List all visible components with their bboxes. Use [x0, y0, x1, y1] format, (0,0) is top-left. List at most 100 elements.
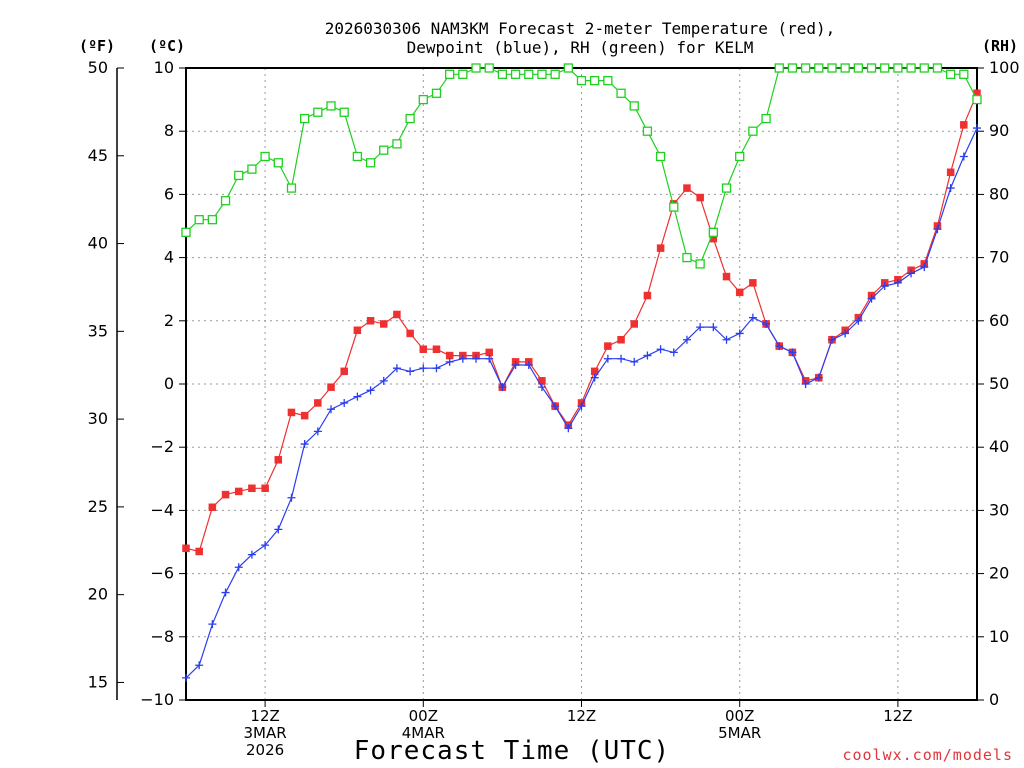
dewpoint-point: [511, 361, 520, 370]
tick-label-time: 12Z: [883, 707, 912, 725]
grid-lines: [186, 68, 977, 700]
2-meter-temperature-point: [248, 484, 256, 493]
dewpoint-point: [801, 380, 810, 388]
dewpoint-point: [722, 335, 731, 344]
rh-point: [576, 75, 587, 86]
rh-point: [326, 101, 336, 111]
dewpoint-point: [300, 440, 309, 449]
2-meter-temperature-point: [432, 345, 441, 353]
tick-label-celsius: 2: [164, 311, 174, 330]
tick-label-celsius: 10: [154, 58, 174, 77]
rh-point: [945, 69, 956, 79]
dewpoint-point: [327, 405, 336, 414]
tick-label-rh: 20: [989, 564, 1009, 583]
celsius-unit-label: (ºC): [149, 37, 185, 55]
rh-point: [524, 69, 534, 79]
dewpoint-point: [274, 525, 283, 534]
2-meter-temperature-point: [261, 484, 269, 493]
rh-point: [827, 63, 837, 73]
dewpoint-point: [880, 282, 889, 291]
tick-label-rh: 60: [989, 311, 1009, 330]
rh-point: [800, 63, 811, 73]
dewpoint-point: [195, 661, 204, 670]
tick-label-celsius: −6: [150, 564, 174, 583]
rh-point: [352, 151, 363, 162]
dewpoint-point: [933, 225, 942, 234]
rh-point: [458, 69, 468, 79]
rh-point: [972, 94, 982, 105]
dewpoint-point: [907, 269, 916, 278]
rh-point: [932, 63, 943, 73]
tick-label-celsius: 8: [164, 121, 174, 140]
rh-point: [497, 69, 508, 79]
dewpoint-point: [247, 550, 256, 559]
dewpoint-point: [946, 184, 955, 193]
dewpoint-point: [498, 383, 507, 392]
axes: −10 −8 −6 −4 −2 0 2 4 6 8 10 15 20 25 30 35 40 45 50 0 10 20 3…: [88, 58, 1020, 759]
tick-label-rh: 0: [989, 690, 999, 709]
rh-point: [510, 69, 521, 79]
2-meter-temperature-point: [380, 320, 388, 328]
2-meter-temperature-point: [327, 383, 335, 391]
rh-point: [629, 101, 639, 111]
rh-point: [590, 75, 600, 86]
dewpoint-point: [485, 354, 494, 363]
rh-point: [234, 170, 244, 181]
dewpoint-point: [234, 563, 243, 572]
dewpoint-point: [973, 124, 981, 133]
rh-point: [537, 69, 547, 79]
series-layer: [181, 63, 982, 682]
dewpoint-point: [775, 342, 784, 351]
rh-point: [418, 94, 428, 105]
2-meter-temperature-point: [722, 272, 731, 281]
rh-point: [260, 151, 270, 162]
2-meter-temperature-point: [182, 544, 190, 553]
tick-label-time: 2026: [246, 741, 284, 759]
dewpoint-point: [564, 424, 573, 433]
dewpoint-point: [406, 367, 415, 376]
tick-label-rh: 50: [989, 374, 1009, 393]
2-meter-temperature-point: [630, 320, 638, 328]
rh-point: [194, 215, 204, 225]
2-meter-temperature-point: [195, 547, 203, 556]
tick-label-celsius: 0: [164, 374, 174, 393]
dewpoint-point: [590, 373, 599, 382]
rh-point: [721, 183, 732, 193]
rh-point: [906, 63, 916, 73]
dewpoint-point: [841, 329, 850, 338]
tick-label-rh: 100: [989, 58, 1020, 77]
x-axis-label: Forecast Time (UTC): [354, 736, 670, 766]
dewpoint-point: [472, 354, 481, 363]
rh-point: [181, 227, 191, 237]
dewpoint-point: [959, 152, 968, 161]
2-meter-temperature-point: [656, 244, 665, 252]
tick-label-rh: 80: [989, 184, 1009, 203]
tick-label-fahrenheit: 25: [88, 497, 108, 516]
credit-label: coolwx.com/models: [842, 746, 1013, 764]
dewpoint-point: [893, 278, 902, 287]
dewpoint-point: [182, 673, 190, 682]
2-meter-temperature-point: [604, 342, 612, 350]
chart-title-line-2: Dewpoint (blue), RH (green) for KELM: [407, 38, 754, 57]
dewpoint-point: [313, 427, 322, 436]
2-meter-temperature-point: [221, 490, 230, 499]
rh-point: [550, 69, 560, 79]
rh-point: [379, 145, 389, 155]
dewpoint-point: [735, 329, 744, 338]
tick-label-time: 12Z: [567, 707, 596, 725]
tick-label-time: 12Z: [250, 707, 279, 725]
rh-point: [220, 196, 231, 206]
rh-point: [339, 107, 349, 117]
rh-point: [840, 63, 850, 73]
2-meter-temperature-point: [300, 411, 309, 420]
dewpoint-point: [630, 357, 639, 366]
rh-point: [642, 126, 653, 136]
dewpoint-point: [524, 361, 533, 370]
dewpoint-point: [867, 294, 876, 303]
rh-point: [814, 63, 824, 73]
tick-label-fahrenheit: 20: [88, 585, 108, 604]
rh-point: [563, 63, 573, 73]
rh-point: [247, 164, 257, 174]
dewpoint-point: [392, 364, 401, 373]
